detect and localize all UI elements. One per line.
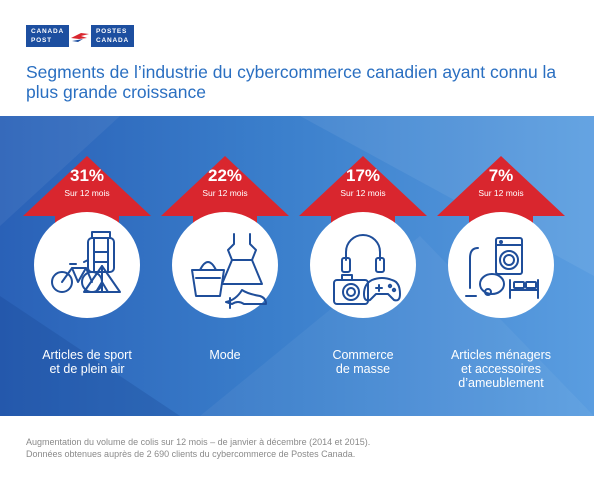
- growth-percent: 22%: [207, 166, 243, 185]
- eagle-logo-icon: [68, 25, 91, 47]
- segment-label-line: Mode: [209, 348, 241, 362]
- segment-mass-merchandise: 17% Sur 12 mois Commerce de masse: [293, 116, 433, 416]
- logo-left-text: CANADA POST: [26, 25, 69, 47]
- segment-icon-circle: [310, 212, 416, 318]
- growth-period: Sur 12 mois: [340, 188, 386, 198]
- segment-label: Articles de sport et de plein air: [17, 348, 157, 376]
- footnote-line: Augmentation du volume de colis sur 12 m…: [26, 437, 371, 447]
- bicycle-backpack-tent-icon: [51, 231, 121, 293]
- headphones-camera-gamepad-icon: [333, 234, 401, 305]
- logo-canada: CANADA: [31, 28, 64, 35]
- growth-percent: 7%: [488, 166, 514, 185]
- footnote: Augmentation du volume de colis sur 12 m…: [26, 436, 370, 460]
- growth-period: Sur 12 mois: [202, 188, 248, 198]
- segment-label-line: et accessoires: [461, 362, 541, 376]
- segment-label: Articles ménagers et accessoires d’ameub…: [431, 348, 571, 390]
- logo-right-text: POSTES CANADA: [90, 25, 134, 47]
- vacuum-washer-bed-icon: [465, 237, 539, 299]
- canada-post-logo: CANADA POST POSTES CANADA: [26, 25, 134, 47]
- infographic-panel: 31% Sur 12 mois Articles de sport: [0, 116, 594, 416]
- segment-label: Commerce de masse: [293, 348, 433, 376]
- segment-label-line: Articles de sport: [42, 348, 132, 362]
- segment-label: Mode: [155, 348, 295, 362]
- handbag-dress-shoe-icon: [191, 233, 267, 309]
- segment-label-line: et de plein air: [49, 362, 125, 376]
- growth-period: Sur 12 mois: [478, 188, 524, 198]
- segment-icon-circle: [172, 212, 278, 318]
- logo-post: POST: [31, 37, 52, 44]
- growth-percent: 17%: [345, 166, 381, 185]
- footnote-line: Données obtenues auprès de 2 690 clients…: [26, 449, 356, 459]
- segment-housewares-furnishings: 7% Sur 12 mois Articles ménagers et acce…: [431, 116, 571, 416]
- segment-label-line: de masse: [335, 362, 391, 376]
- segment-sport: 31% Sur 12 mois Articles de sport: [17, 116, 157, 416]
- segment-label-line: Commerce: [332, 348, 394, 362]
- growth-period: Sur 12 mois: [64, 188, 110, 198]
- growth-percent: 31%: [69, 166, 105, 185]
- segment-icon-circle: [34, 212, 140, 318]
- segment-mode: 22% Sur 12 mois Mode: [155, 116, 295, 416]
- logo-postes: POSTES: [95, 28, 128, 35]
- page-title: Segments de l’industrie du cybercommerce…: [26, 62, 557, 102]
- logo-canada-fr: CANADA: [95, 37, 129, 44]
- segment-label-line: Articles ménagers: [450, 348, 552, 362]
- segment-label-line: d’ameublement: [458, 376, 544, 390]
- segment-icon-circle: [448, 212, 554, 318]
